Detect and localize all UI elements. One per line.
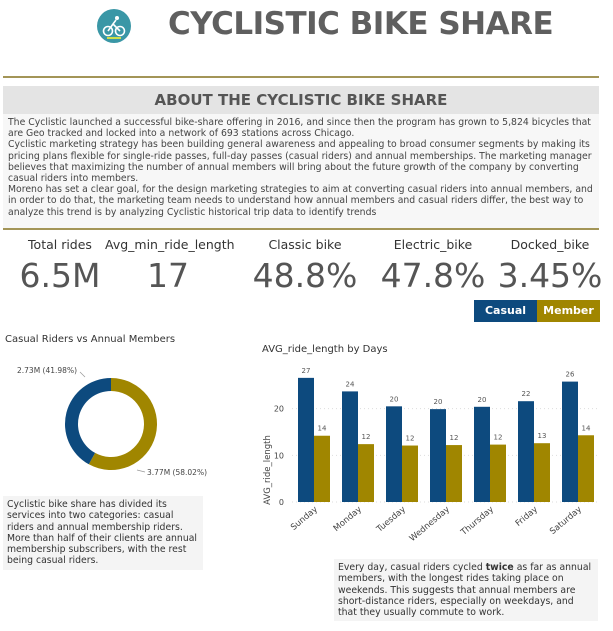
about-paragraph: The Cyclistic launched a successful bike… xyxy=(8,117,591,140)
bar-note-text: as far as annual members, with the longe… xyxy=(338,562,592,619)
kpi-total-rides-label: Total rides xyxy=(28,237,92,252)
bar-member[interactable] xyxy=(578,435,594,502)
leader-line xyxy=(79,371,86,378)
bar-note-text: Every day, casual riders cycled xyxy=(338,562,486,573)
bar-member[interactable] xyxy=(358,444,374,502)
kpi-classic-label: Classic bike xyxy=(268,237,342,252)
kpi-docked-value: 3.45% xyxy=(497,256,603,295)
kpi-avg-ride-label: Avg_min_ride_length xyxy=(105,237,235,252)
x-tick-label: Monday xyxy=(332,505,364,534)
bar-casual[interactable] xyxy=(386,406,402,502)
x-tick-label: Friday xyxy=(514,505,540,529)
bar-member[interactable] xyxy=(314,435,330,502)
kpi-electric-label: Electric_bike xyxy=(393,237,473,252)
data-label: 14 xyxy=(582,424,591,432)
about-paragraph: Moreno has set a clear goal, for the des… xyxy=(8,184,593,218)
pie-title: Casual Riders vs Annual Members xyxy=(5,334,176,345)
about-section: ABOUT THE CYCLISTIC BIKE SHARE The Cycli… xyxy=(3,86,599,228)
bar-member[interactable] xyxy=(534,443,550,502)
x-tick-label: Saturday xyxy=(548,505,584,537)
bar-member[interactable] xyxy=(446,445,462,502)
data-label: 20 xyxy=(390,395,399,403)
donut-slice-casual[interactable] xyxy=(65,378,111,465)
y-tick-label: 0 xyxy=(279,498,284,507)
divider xyxy=(3,76,599,78)
legend: Casual Member xyxy=(474,300,600,322)
x-tick-label: Tuesday xyxy=(374,505,408,536)
data-label: 14 xyxy=(318,425,327,433)
kpi-classic-value: 48.8% xyxy=(252,256,358,295)
data-label: 22 xyxy=(522,390,531,398)
bar-casual[interactable] xyxy=(562,381,578,502)
bar-casual[interactable] xyxy=(342,391,358,502)
data-label: 13 xyxy=(538,432,547,440)
kpi-electric-value: 47.8% xyxy=(380,256,486,295)
bar-chart: AVG_ride_length 0 10 20 27 14 Sunday 24 12 Monda… xyxy=(263,367,600,544)
kpi-total-rides-value: 6.5M xyxy=(19,256,101,295)
data-label: 12 xyxy=(450,434,459,442)
divider xyxy=(3,228,599,230)
pie-note: Cyclistic bike share has divided its ser… xyxy=(3,496,203,570)
x-tick-label: Wednesday xyxy=(408,505,452,544)
about-paragraph: Cyclistic marketing strategy has been bu… xyxy=(8,139,592,185)
kpi-avg-ride-value: 17 xyxy=(147,256,189,295)
data-label: 20 xyxy=(434,398,443,406)
bar-title: AVG_ride_length by Days xyxy=(262,344,388,355)
bar-member[interactable] xyxy=(490,444,506,502)
data-label: 24 xyxy=(346,380,355,388)
data-label: 26 xyxy=(566,371,575,379)
bar-casual[interactable] xyxy=(474,406,490,502)
pie-label-casual: 2.73M (41.98%) xyxy=(17,366,77,375)
donut-slice-member[interactable] xyxy=(88,378,157,470)
bar-casual[interactable] xyxy=(430,409,446,502)
cyclistic-logo xyxy=(97,9,131,43)
bar-note: Every day, casual riders cycled twice as… xyxy=(334,559,598,622)
bar-casual[interactable] xyxy=(518,401,534,502)
y-axis-label: AVG_ride_length xyxy=(263,435,273,505)
donut-chart: 2.73M (41.98%) 3.77M (58.02%) xyxy=(17,366,207,477)
about-heading: ABOUT THE CYCLISTIC BIKE SHARE xyxy=(3,86,599,114)
kpi-docked-label: Docked_bike xyxy=(510,237,590,252)
page-title: CYCLISTIC BIKE SHARE xyxy=(168,6,554,42)
leader-line xyxy=(136,469,146,473)
data-label: 12 xyxy=(406,435,415,443)
legend-casual[interactable]: Casual xyxy=(474,300,537,322)
x-tick-label: Sunday xyxy=(289,505,320,533)
bar-member[interactable] xyxy=(402,445,418,502)
bar-note-emphasis: twice xyxy=(485,562,514,573)
y-tick-label: 20 xyxy=(274,405,284,414)
legend-member[interactable]: Member xyxy=(537,300,600,322)
y-tick-label: 10 xyxy=(274,451,284,460)
pie-label-member: 3.77M (58.02%) xyxy=(147,468,207,477)
x-tick-label: Thursday xyxy=(458,505,495,539)
data-label: 27 xyxy=(302,367,311,375)
data-label: 12 xyxy=(362,433,371,441)
bar-casual[interactable] xyxy=(298,377,314,502)
data-label: 12 xyxy=(494,434,503,442)
data-label: 20 xyxy=(478,396,487,404)
